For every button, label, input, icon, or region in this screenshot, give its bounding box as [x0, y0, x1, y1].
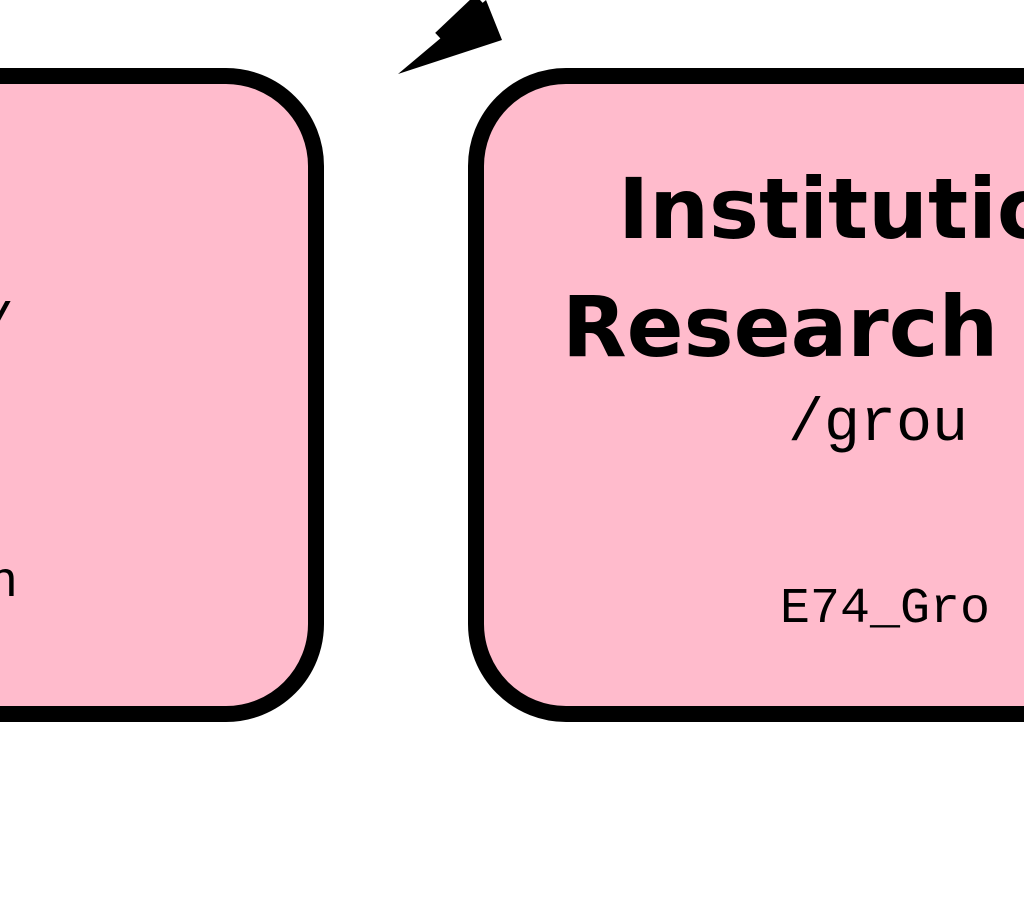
- node-right-path: /grou: [788, 391, 968, 459]
- node-left[interactable]: / n: [0, 68, 324, 722]
- edge-arrow: [398, 0, 502, 74]
- node-right-box: [468, 68, 1024, 722]
- node-right-title-line1: Institutio: [618, 160, 1024, 258]
- node-left-box: [0, 68, 324, 722]
- node-left-path: /: [0, 296, 14, 364]
- node-right-class: E74_Gro: [780, 581, 990, 638]
- node-left-class: n: [0, 555, 18, 612]
- edge-line: [435, 0, 485, 44]
- node-right-title-line2: Research: [562, 278, 998, 376]
- arrowhead-icon: [398, 0, 502, 74]
- node-right[interactable]: Institutio Research /grou E74_Gro: [468, 68, 1024, 722]
